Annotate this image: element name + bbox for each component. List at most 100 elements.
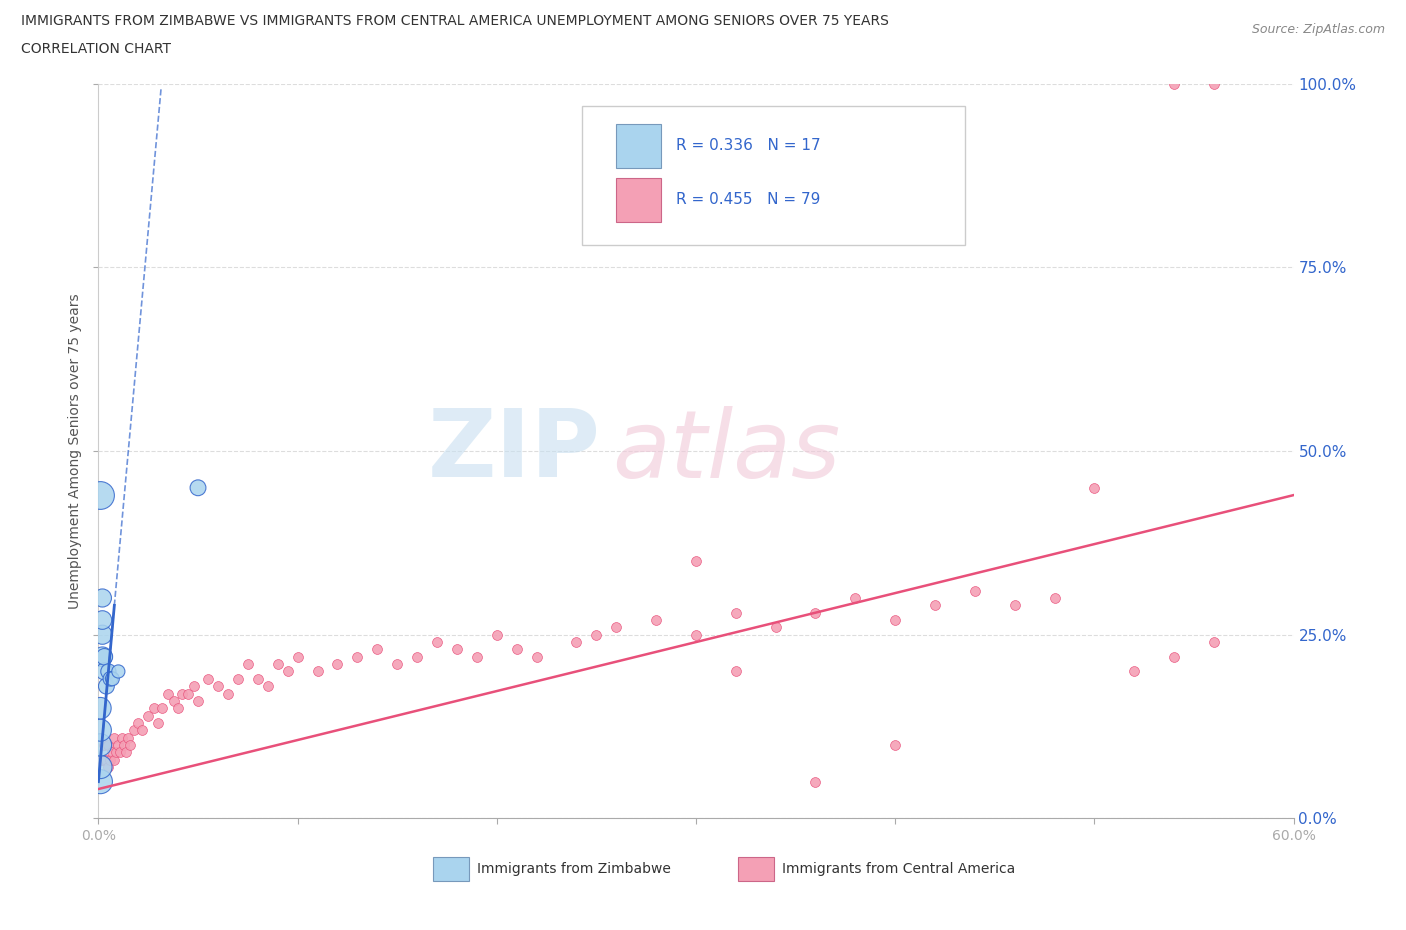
Point: [97, 737, 120, 752]
Point: [107, 664, 129, 679]
Point: [1163, 649, 1185, 664]
Point: [804, 605, 827, 620]
Point: [267, 657, 290, 671]
Point: [124, 723, 146, 737]
FancyBboxPatch shape: [433, 857, 470, 881]
Point: [406, 649, 429, 664]
Text: IMMIGRANTS FROM ZIMBABWE VS IMMIGRANTS FROM CENTRAL AMERICA UNEMPLOYMENT AMONG S: IMMIGRANTS FROM ZIMBABWE VS IMMIGRANTS F…: [21, 14, 889, 28]
Y-axis label: Unemployment Among Seniors over 75 years: Unemployment Among Seniors over 75 years: [69, 293, 83, 609]
Text: Immigrants from Zimbabwe: Immigrants from Zimbabwe: [477, 862, 671, 876]
Point: [110, 745, 132, 760]
Point: [97, 760, 120, 775]
Point: [366, 642, 388, 657]
Point: [326, 657, 349, 671]
Point: [526, 649, 548, 664]
Point: [765, 620, 787, 635]
Point: [89, 723, 111, 737]
Point: [115, 745, 138, 760]
Point: [172, 686, 194, 701]
Point: [157, 686, 180, 701]
Point: [96, 752, 118, 767]
Point: [98, 671, 122, 686]
Point: [91, 752, 114, 767]
Point: [93, 752, 115, 767]
FancyBboxPatch shape: [616, 178, 661, 222]
Point: [804, 774, 827, 789]
Point: [93, 649, 115, 664]
Point: [1202, 76, 1225, 91]
Text: CORRELATION CHART: CORRELATION CHART: [21, 42, 172, 56]
Point: [346, 649, 368, 664]
Point: [226, 671, 249, 686]
Point: [884, 613, 907, 628]
Point: [307, 664, 329, 679]
Point: [91, 591, 114, 605]
Point: [605, 620, 627, 635]
FancyBboxPatch shape: [738, 857, 773, 881]
Point: [103, 752, 125, 767]
Point: [143, 701, 166, 716]
Point: [148, 715, 170, 730]
Point: [131, 723, 153, 737]
Point: [277, 664, 299, 679]
Point: [217, 686, 239, 701]
Point: [136, 708, 159, 723]
Text: R = 0.455   N = 79: R = 0.455 N = 79: [676, 192, 820, 206]
Point: [1163, 76, 1185, 91]
Point: [101, 745, 124, 760]
Point: [207, 679, 229, 694]
Point: [685, 628, 707, 643]
Point: [101, 671, 124, 686]
Point: [103, 730, 125, 745]
Point: [446, 642, 468, 657]
Point: [724, 605, 747, 620]
Point: [177, 686, 200, 701]
Point: [565, 634, 588, 649]
FancyBboxPatch shape: [616, 124, 661, 168]
Point: [963, 583, 986, 598]
Point: [465, 649, 488, 664]
FancyBboxPatch shape: [582, 106, 965, 246]
Point: [93, 737, 115, 752]
Point: [112, 737, 135, 752]
Point: [685, 554, 707, 569]
Point: [884, 737, 907, 752]
Point: [167, 701, 190, 716]
Point: [197, 671, 219, 686]
Point: [1083, 480, 1105, 495]
Point: [89, 737, 111, 752]
Point: [163, 694, 186, 709]
Point: [89, 752, 111, 767]
Point: [287, 649, 309, 664]
Point: [1123, 664, 1146, 679]
Point: [91, 613, 114, 628]
Point: [426, 634, 449, 649]
Point: [89, 487, 111, 502]
Point: [93, 664, 115, 679]
Point: [98, 752, 122, 767]
Point: [111, 730, 134, 745]
Point: [91, 649, 114, 664]
Point: [127, 715, 149, 730]
Point: [120, 737, 142, 752]
Point: [844, 591, 866, 605]
Point: [236, 657, 259, 671]
Text: Immigrants from Central America: Immigrants from Central America: [782, 862, 1015, 876]
Point: [385, 657, 409, 671]
Point: [1004, 598, 1026, 613]
Point: [105, 745, 128, 760]
Text: Source: ZipAtlas.com: Source: ZipAtlas.com: [1251, 23, 1385, 36]
Point: [645, 613, 668, 628]
Point: [246, 671, 269, 686]
Point: [89, 701, 111, 716]
Point: [187, 694, 209, 709]
Point: [150, 701, 173, 716]
Point: [96, 679, 118, 694]
Point: [89, 760, 111, 775]
Point: [585, 628, 607, 643]
Point: [107, 737, 129, 752]
Point: [97, 664, 120, 679]
Point: [1043, 591, 1066, 605]
Point: [924, 598, 946, 613]
Point: [506, 642, 529, 657]
